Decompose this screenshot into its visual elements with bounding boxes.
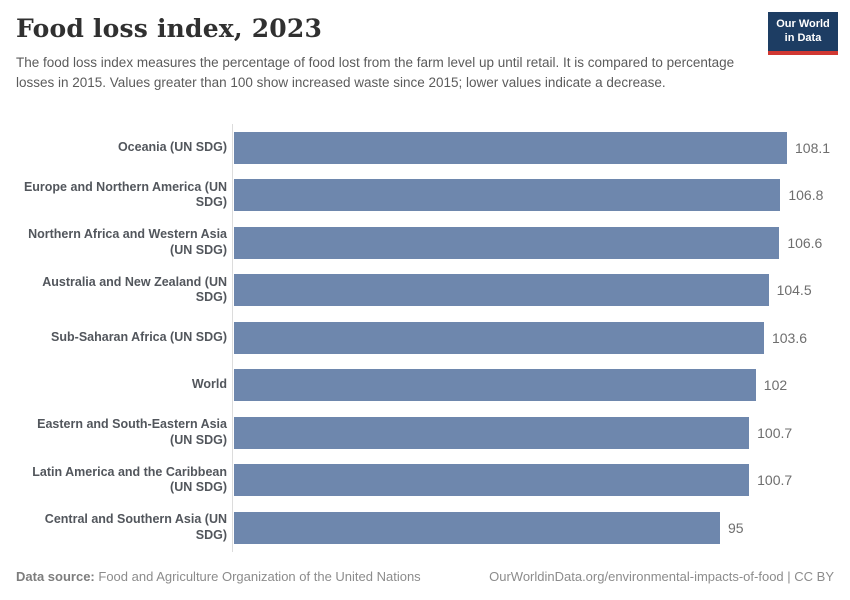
- value-label: 106.6: [787, 234, 823, 251]
- value-label: 104.5: [776, 282, 812, 299]
- bar[interactable]: [234, 369, 756, 402]
- bar-track: 104.5: [232, 266, 834, 314]
- bar-row: Northern Africa and Western Asia (UN SDG…: [16, 219, 834, 267]
- category-label: World: [191, 377, 227, 392]
- bar-track: 106.6: [232, 219, 834, 267]
- bar-track: 100.7: [232, 409, 834, 457]
- bar-track: 102: [232, 361, 834, 409]
- category-label: Europe and Northern America (UN SDG): [23, 179, 227, 210]
- data-source-value: Food and Agriculture Organization of the…: [98, 569, 421, 584]
- value-label: 95: [727, 519, 744, 536]
- bar-row: Eastern and South-Eastern Asia (UN SDG) 1…: [16, 409, 834, 457]
- value-label: 100.7: [757, 424, 793, 441]
- category-label: Australia and New Zealand (UN SDG): [42, 274, 227, 305]
- category-label: Oceania (UN SDG): [117, 139, 227, 154]
- bar[interactable]: [234, 464, 750, 497]
- category-label: Northern Africa and Western Asia (UN SDG…: [28, 227, 227, 257]
- value-label: 108.1: [795, 139, 831, 156]
- page-title: Food loss index, 2023: [16, 14, 323, 43]
- data-source-label: Data source:: [16, 569, 95, 584]
- bar[interactable]: [234, 321, 764, 354]
- value-label: 106.8: [788, 187, 824, 204]
- bar[interactable]: [234, 511, 720, 544]
- bar-row: Sub-Saharan Africa (UN SDG) 103.6: [16, 314, 834, 362]
- chart-header: Food loss index, 2023 The food loss inde…: [16, 12, 838, 92]
- bar-track: 108.1: [232, 124, 834, 172]
- bar-track: 100.7: [232, 456, 834, 504]
- bar[interactable]: [234, 179, 781, 212]
- bar[interactable]: [234, 416, 750, 449]
- category-label: Central and Southern Asia (UN SDG): [44, 512, 227, 542]
- bar-track: 103.6: [232, 314, 834, 362]
- value-label: 100.7: [757, 472, 793, 489]
- bar[interactable]: [234, 131, 787, 164]
- owid-logo-line1: Our World: [776, 18, 830, 30]
- bar[interactable]: [234, 226, 780, 259]
- bar-chart: Oceania (UN SDG) 108.1 Europe and Northern…: [16, 124, 834, 552]
- bar-track: 95: [232, 504, 834, 552]
- owid-logo[interactable]: Our World in Data: [768, 12, 838, 55]
- owid-logo-line2: in Data: [784, 31, 822, 44]
- category-label: Eastern and South-Eastern Asia (UN SDG): [37, 417, 227, 447]
- bar-row: Central and Southern Asia (UN SDG) 95: [16, 504, 834, 552]
- value-label: 102: [763, 377, 788, 394]
- data-source: Data source: Food and Agriculture Organi…: [16, 569, 421, 584]
- bar-row: Oceania (UN SDG) 108.1: [16, 124, 834, 172]
- category-label: Sub-Saharan Africa (UN SDG): [51, 329, 227, 344]
- bar-row: Australia and New Zealand (UN SDG) 104.5: [16, 266, 834, 314]
- bar-row: Europe and Northern America (UN SDG) 106.…: [16, 171, 834, 219]
- chart-subtitle: The food loss index measures the percent…: [16, 55, 735, 90]
- bar-row: World 102: [16, 361, 834, 409]
- bar-row: Latin America and the Caribbean (UN SDG)…: [16, 456, 834, 504]
- bar[interactable]: [234, 274, 769, 307]
- value-label: 103.6: [771, 329, 808, 346]
- license-link[interactable]: OurWorldinData.org/environmental-impacts…: [489, 569, 834, 584]
- chart-footer: Data source: Food and Agriculture Organi…: [16, 569, 834, 584]
- category-label: Latin America and the Caribbean (UN SDG): [32, 464, 227, 495]
- bar-track: 106.8: [232, 171, 834, 219]
